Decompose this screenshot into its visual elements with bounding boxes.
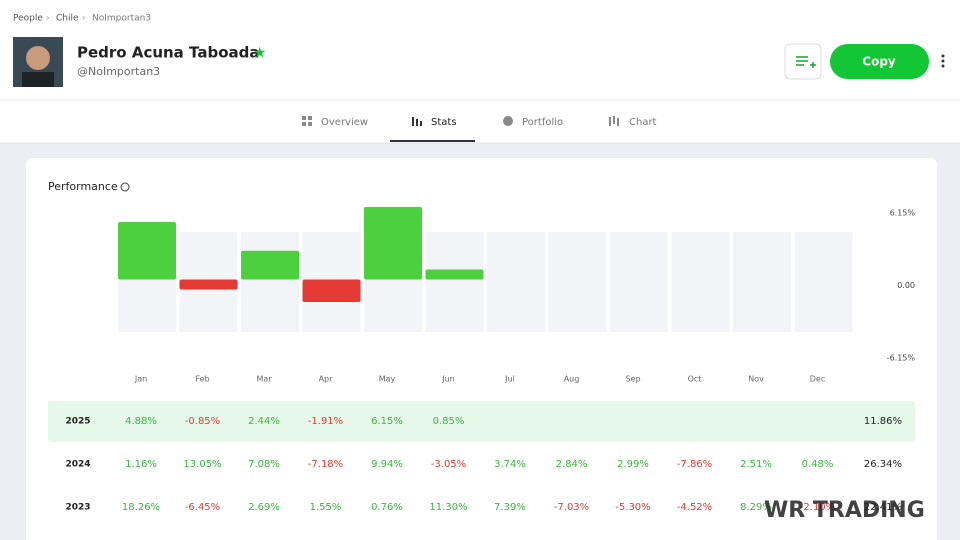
row-cell: 0.76% bbox=[371, 502, 403, 513]
tab-underline bbox=[390, 140, 475, 142]
y-tick-label: 6.15% bbox=[890, 209, 916, 218]
info-icon[interactable] bbox=[120, 182, 130, 192]
row-cell: 0.85% bbox=[433, 416, 465, 427]
row-cell: 2.99% bbox=[617, 459, 649, 470]
x-tick-label: Dec bbox=[810, 375, 825, 384]
placeholder-column bbox=[241, 232, 299, 332]
bar bbox=[302, 279, 361, 303]
x-tick-label: Apr bbox=[319, 375, 334, 384]
tab[interactable]: Chart bbox=[629, 117, 657, 128]
row-cell: -1.91% bbox=[308, 416, 343, 427]
tab[interactable]: Portfolio bbox=[522, 117, 563, 128]
row-cell: 6.15% bbox=[371, 416, 403, 427]
row-cell: -4.52% bbox=[677, 502, 712, 513]
row-cell: -7.18% bbox=[308, 459, 343, 470]
row-cell: 13.05% bbox=[183, 459, 221, 470]
row-year: 2023 bbox=[65, 503, 90, 513]
row-cell: -6.45% bbox=[185, 502, 220, 513]
crumb[interactable]: NoImportan3 bbox=[92, 14, 151, 24]
x-tick-label: Aug bbox=[564, 375, 580, 384]
x-tick-label: May bbox=[379, 375, 396, 384]
watchlist-icon bbox=[796, 56, 816, 68]
avatar-body bbox=[22, 72, 54, 87]
row-cell: 7.39% bbox=[494, 502, 526, 513]
x-tick-label: Jun bbox=[441, 375, 455, 384]
row-cell: 26.34% bbox=[864, 459, 902, 470]
row-cell: 8.29% bbox=[740, 502, 772, 513]
watermark: WR TRADING bbox=[764, 498, 925, 523]
y-tick-label: 0.00 bbox=[897, 281, 915, 290]
row-cell: -5.30% bbox=[615, 502, 650, 513]
crumb[interactable]: People bbox=[13, 14, 43, 24]
placeholder-column bbox=[671, 232, 730, 332]
row-cell: 9.94% bbox=[371, 459, 403, 470]
placeholder-column bbox=[425, 232, 484, 332]
x-tick-label: Jul bbox=[504, 375, 515, 384]
row-cell: 2.69% bbox=[248, 502, 280, 513]
avatar-face bbox=[26, 46, 50, 70]
bar bbox=[241, 250, 299, 280]
placeholder-column bbox=[487, 232, 545, 332]
row-cell: -0.85% bbox=[185, 416, 220, 427]
row-cell: 7.08% bbox=[248, 459, 280, 470]
card bbox=[26, 158, 937, 540]
row-cell: -7.86% bbox=[677, 459, 712, 470]
crumb-sep: › bbox=[46, 14, 50, 24]
row-cell: 2.51% bbox=[740, 459, 772, 470]
row-cell: 4.88% bbox=[125, 416, 157, 427]
bar bbox=[179, 279, 238, 290]
row-year: 2025 bbox=[65, 417, 90, 427]
row-cell: 2.84% bbox=[556, 459, 588, 470]
tab[interactable]: Overview bbox=[321, 117, 368, 128]
bar bbox=[425, 269, 484, 280]
placeholder-column bbox=[733, 232, 791, 332]
copy-button[interactable] bbox=[830, 44, 929, 79]
section-title: Performance bbox=[48, 180, 118, 193]
placeholder-column bbox=[794, 232, 853, 332]
x-tick-label: Mar bbox=[256, 375, 272, 384]
x-tick-label: Feb bbox=[195, 375, 209, 384]
x-tick-label: Sep bbox=[625, 375, 640, 384]
row-highlight bbox=[48, 401, 915, 442]
x-tick-label: Nov bbox=[748, 375, 764, 384]
row-cell: 18.26% bbox=[122, 502, 160, 513]
bar bbox=[364, 207, 422, 280]
crumb-sep: › bbox=[82, 14, 86, 24]
row-cell: -7.03% bbox=[554, 502, 589, 513]
row-cell: 1.55% bbox=[310, 502, 342, 513]
y-tick-label: -6.15% bbox=[887, 354, 916, 363]
bar bbox=[118, 221, 176, 280]
more-menu[interactable] bbox=[941, 54, 945, 68]
tab-icons bbox=[302, 116, 619, 126]
tab-active[interactable]: Stats bbox=[431, 117, 457, 128]
row-cell: -2.10% bbox=[800, 502, 835, 513]
placeholder-column bbox=[610, 232, 668, 332]
row-cell: 11.30% bbox=[429, 502, 467, 513]
row-cell: 11.86% bbox=[864, 416, 902, 427]
row-year: 2024 bbox=[65, 460, 90, 470]
x-tick-label: Oct bbox=[688, 375, 702, 384]
x-tick-label: Jan bbox=[134, 375, 147, 384]
copy-label: Copy bbox=[862, 55, 896, 69]
star-icon[interactable]: ★ bbox=[253, 44, 266, 62]
row-cell: 22.41% bbox=[864, 502, 902, 513]
row-cell: 1.16% bbox=[125, 459, 157, 470]
row-cell: 2.44% bbox=[248, 416, 280, 427]
row-cell: -3.05% bbox=[431, 459, 466, 470]
crumb[interactable]: Chile bbox=[56, 14, 79, 24]
row-cell: 3.74% bbox=[494, 459, 526, 470]
placeholder-column bbox=[548, 232, 607, 332]
profile-handle: @NoImportan3 bbox=[77, 65, 160, 78]
profile-name: Pedro Acuna Taboada bbox=[77, 44, 259, 62]
row-cell: 0.48% bbox=[802, 459, 834, 470]
